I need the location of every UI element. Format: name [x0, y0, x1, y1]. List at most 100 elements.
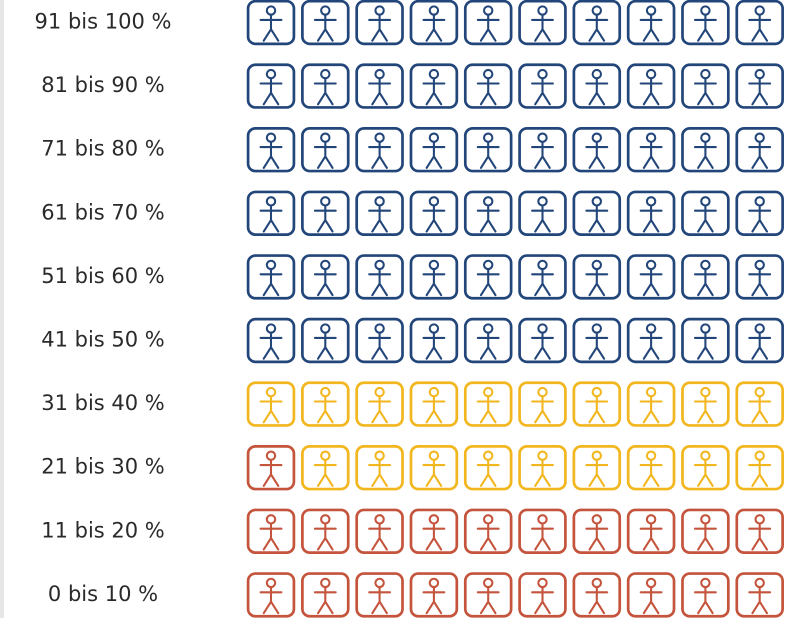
person-icon: [681, 0, 730, 46]
person-icon: [518, 126, 567, 173]
person-icon: [626, 126, 676, 173]
person-icon: [572, 190, 622, 237]
person-icon: [409, 508, 459, 555]
person-icon: [409, 63, 459, 109]
person-icon: [409, 254, 459, 300]
person-icon: [518, 508, 567, 555]
person-icon: [355, 381, 404, 427]
row-label: 71 bis 80 %: [41, 137, 165, 161]
person-icon: [681, 508, 730, 555]
person-icon: [301, 381, 350, 427]
person-icon: [463, 381, 513, 427]
person-icon: [301, 254, 350, 300]
person-icon: [626, 190, 676, 237]
person-icon: [572, 508, 622, 555]
person-icon: [246, 190, 296, 237]
person-icon: [518, 63, 567, 109]
person-icon: [409, 126, 459, 173]
person-icon: [246, 572, 296, 618]
person-icon: [626, 444, 676, 491]
person-icon: [409, 381, 459, 427]
person-icon: [518, 254, 567, 300]
person-icon: [246, 317, 296, 364]
person-icon: [246, 63, 296, 109]
person-icon: [518, 381, 567, 427]
person-icon: [626, 381, 676, 427]
person-icon: [355, 317, 404, 364]
person-icon: [355, 508, 404, 555]
person-icon: [246, 126, 296, 173]
person-icon: [681, 190, 730, 237]
person-icon: [246, 508, 296, 555]
row-label: 51 bis 60 %: [41, 264, 165, 288]
person-icon: [735, 508, 784, 555]
person-icon: [735, 254, 784, 300]
person-icon: [626, 254, 676, 300]
person-icon: [355, 572, 404, 618]
person-icon: [355, 190, 404, 237]
person-icon: [246, 444, 296, 491]
row-label: 31 bis 40 %: [41, 391, 165, 415]
person-icon: [572, 381, 622, 427]
person-icon: [409, 572, 459, 618]
person-icon: [246, 0, 296, 46]
person-icon: [681, 126, 730, 173]
person-icon: [681, 572, 730, 618]
row-label: 81 bis 90 %: [41, 73, 165, 97]
person-icon: [626, 317, 676, 364]
person-icon: [681, 317, 730, 364]
person-icon: [301, 63, 350, 109]
person-icon: [301, 0, 350, 46]
person-icon: [518, 190, 567, 237]
person-icon: [355, 0, 404, 46]
person-icon: [463, 444, 513, 491]
person-icon: [681, 254, 730, 300]
person-icon: [518, 444, 567, 491]
person-icon: [572, 63, 622, 109]
person-icon: [301, 317, 350, 364]
person-icon: [301, 190, 350, 237]
left-border: [0, 0, 4, 618]
person-icon: [246, 254, 296, 300]
person-icon: [409, 317, 459, 364]
person-icon: [409, 190, 459, 237]
row-label: 91 bis 100 %: [35, 10, 172, 34]
person-icon: [463, 126, 513, 173]
person-icon: [463, 0, 513, 46]
person-icon: [246, 381, 296, 427]
row-label: 0 bis 10 %: [48, 582, 158, 606]
person-icon: [735, 381, 784, 427]
person-icon: [735, 63, 784, 109]
person-icon: [626, 572, 676, 618]
person-icon: [735, 126, 784, 173]
person-icon: [572, 444, 622, 491]
person-icon: [681, 381, 730, 427]
person-icon: [301, 126, 350, 173]
person-icon: [409, 444, 459, 491]
person-icon: [681, 444, 730, 491]
person-icon: [572, 317, 622, 364]
person-icon: [355, 254, 404, 300]
person-icon: [409, 0, 459, 46]
person-icon: [626, 508, 676, 555]
person-icon: [355, 126, 404, 173]
person-icon: [518, 572, 567, 618]
person-icon: [735, 317, 784, 364]
person-icon: [735, 0, 784, 46]
person-icon: [463, 63, 513, 109]
person-icon: [301, 444, 350, 491]
person-icon: [463, 317, 513, 364]
person-icon: [355, 63, 404, 109]
person-icon: [735, 572, 784, 618]
person-icon: [681, 63, 730, 109]
person-icon: [355, 444, 404, 491]
person-icon: [463, 254, 513, 300]
person-icon: [626, 63, 676, 109]
person-icon: [626, 0, 676, 46]
person-icon: [572, 126, 622, 173]
person-icon: [518, 317, 567, 364]
person-icon: [572, 0, 622, 46]
person-icon: [463, 572, 513, 618]
